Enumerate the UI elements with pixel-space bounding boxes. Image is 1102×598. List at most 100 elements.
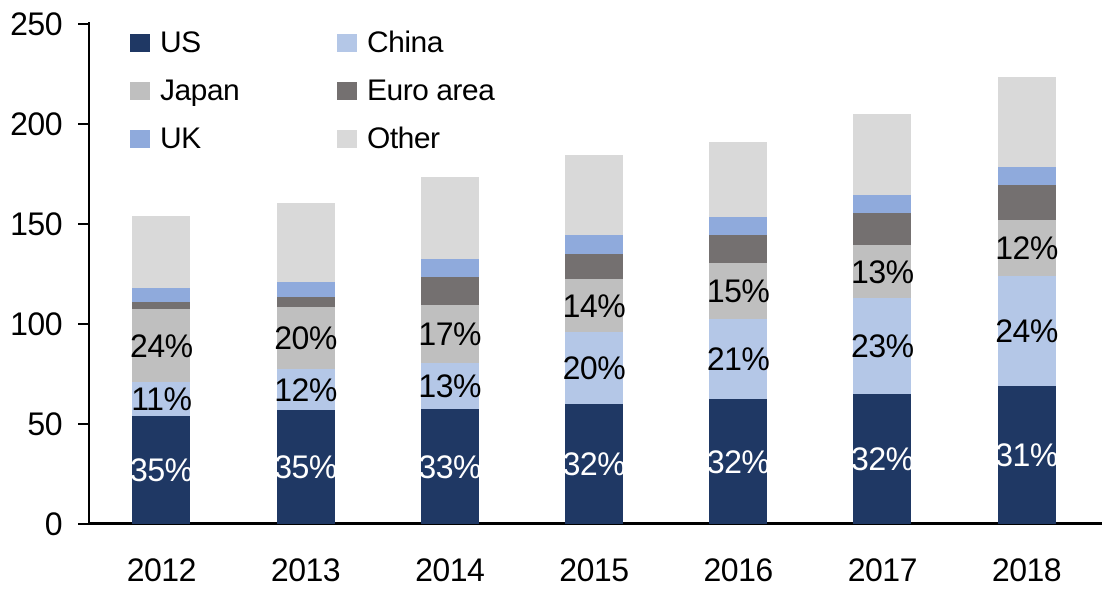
y-tick-mark bbox=[78, 223, 88, 225]
bar-segment-us: 32% bbox=[562, 404, 626, 524]
segment-data-label: 13% bbox=[418, 368, 481, 404]
segment-data-label: 32% bbox=[706, 443, 770, 480]
y-tick-mark bbox=[78, 23, 88, 25]
bar-segment-uk bbox=[709, 217, 768, 235]
bar-segment-uk bbox=[997, 167, 1056, 185]
bar-segment-uk bbox=[564, 235, 623, 254]
bar-segment-euro-area bbox=[132, 302, 191, 309]
legend-swatch-icon bbox=[337, 82, 357, 100]
x-tick-label-2013: 2013 bbox=[270, 552, 341, 588]
bar-segment-japan: 12% bbox=[995, 220, 1058, 276]
bar-segment-japan: 20% bbox=[274, 307, 337, 369]
segment-data-label: 12% bbox=[274, 371, 337, 408]
legend-item-other: Other bbox=[337, 124, 440, 154]
bar-segment-uk bbox=[853, 195, 912, 213]
x-tick-label-2014: 2014 bbox=[415, 552, 485, 588]
y-tick-mark bbox=[78, 123, 88, 125]
bar-segment-china: 24% bbox=[995, 276, 1058, 386]
segment-data-label: 31% bbox=[995, 437, 1058, 473]
bar-segment-uk bbox=[420, 259, 479, 277]
bar-segment-other bbox=[853, 114, 912, 195]
segment-data-label: 11% bbox=[131, 381, 192, 417]
segment-data-label: 17% bbox=[418, 316, 481, 352]
bar-2017: 32% 23% 13% bbox=[851, 114, 914, 524]
segment-data-label: 12% bbox=[995, 230, 1058, 266]
legend-label: Euro area bbox=[367, 74, 495, 107]
bar-segment-uk bbox=[276, 282, 335, 297]
x-tick-label-2012: 2012 bbox=[126, 552, 197, 588]
bar-segment-us: 32% bbox=[706, 399, 770, 524]
x-tick-label-2016: 2016 bbox=[703, 552, 774, 588]
bar-segment-japan: 15% bbox=[706, 263, 770, 319]
bar-segment-euro-area bbox=[853, 213, 912, 245]
bar-segment-other bbox=[997, 77, 1056, 167]
y-tick-mark bbox=[78, 423, 88, 425]
y-tick-label: 100 bbox=[10, 306, 62, 342]
y-tick-mark bbox=[78, 323, 88, 325]
bar-segment-china: 11% bbox=[131, 381, 192, 417]
bar-segment-us: 32% bbox=[851, 394, 914, 524]
bar-segment-china: 13% bbox=[418, 363, 481, 409]
bar-2015: 32% 20% 14% bbox=[562, 155, 626, 524]
segment-data-label: 35% bbox=[130, 452, 193, 488]
segment-data-label: 35% bbox=[274, 449, 337, 485]
segment-data-label: 24% bbox=[995, 313, 1058, 349]
bar-2016: 32% 21% 15% bbox=[706, 142, 770, 524]
bar-segment-china: 12% bbox=[274, 369, 337, 410]
legend-label: Japan bbox=[160, 74, 240, 107]
y-tick-label: 50 bbox=[27, 406, 62, 442]
segment-data-label: 32% bbox=[851, 441, 914, 477]
y-tick-label: 150 bbox=[10, 206, 62, 242]
bar-segment-china: 21% bbox=[706, 319, 770, 399]
bar-2018: 31% 24% 12% bbox=[995, 77, 1058, 524]
legend-label: China bbox=[367, 25, 443, 59]
bar-segment-euro-area bbox=[709, 235, 768, 263]
bar-segment-japan: 14% bbox=[562, 279, 626, 332]
segment-data-label: 32% bbox=[562, 446, 626, 482]
segment-data-label: 15% bbox=[706, 273, 770, 309]
segment-data-label: 21% bbox=[706, 341, 770, 377]
segment-data-label: 20% bbox=[562, 350, 626, 386]
bar-2012: 35% 11% 24% bbox=[130, 216, 193, 524]
segment-data-label: 33% bbox=[418, 448, 481, 485]
bar-segment-us: 35% bbox=[130, 416, 193, 524]
legend-item-us: US bbox=[130, 25, 201, 59]
x-tick-label-2018: 2018 bbox=[991, 552, 1062, 588]
y-tick-mark bbox=[78, 523, 88, 525]
x-tick-label-2015: 2015 bbox=[559, 552, 629, 588]
legend-item-uk: UK bbox=[130, 124, 201, 154]
bar-segment-us: 35% bbox=[274, 410, 337, 524]
bar-segment-us: 33% bbox=[418, 409, 481, 524]
bar-segment-euro-area bbox=[997, 185, 1056, 220]
legend-label: US bbox=[160, 25, 201, 59]
segment-data-label: 13% bbox=[851, 253, 914, 290]
y-axis-line bbox=[88, 22, 90, 525]
bar-2014: 33% 13% 17% bbox=[418, 177, 481, 524]
bar-segment-euro-area bbox=[420, 277, 479, 305]
bar-segment-japan: 17% bbox=[418, 305, 481, 363]
bar-segment-china: 23% bbox=[851, 298, 914, 394]
legend-swatch-icon bbox=[337, 130, 357, 148]
legend-label: UK bbox=[160, 122, 201, 155]
legend-item-euro-area: Euro area bbox=[337, 74, 495, 107]
x-tick-label-2017: 2017 bbox=[847, 552, 918, 588]
bar-segment-other bbox=[132, 216, 191, 288]
legend-label: Other bbox=[367, 122, 440, 155]
bar-segment-other bbox=[564, 155, 623, 235]
segment-data-label: 14% bbox=[562, 287, 626, 324]
y-tick-label: 0 bbox=[44, 506, 63, 542]
segment-data-label: 20% bbox=[274, 320, 337, 356]
bar-segment-us: 31% bbox=[995, 386, 1058, 524]
bar-segment-uk bbox=[132, 288, 191, 302]
bar-2013: 35% 12% 20% bbox=[274, 203, 337, 524]
bar-segment-other bbox=[420, 177, 479, 259]
bar-segment-japan: 24% bbox=[130, 309, 193, 382]
legend-swatch-icon bbox=[130, 33, 150, 52]
segment-data-label: 23% bbox=[851, 328, 914, 364]
bar-segment-china: 20% bbox=[562, 332, 626, 404]
legend-item-china: China bbox=[337, 25, 443, 59]
bar-segment-japan: 13% bbox=[851, 245, 914, 298]
y-tick-label: 250 bbox=[10, 6, 62, 42]
y-tick-label: 200 bbox=[10, 106, 62, 142]
